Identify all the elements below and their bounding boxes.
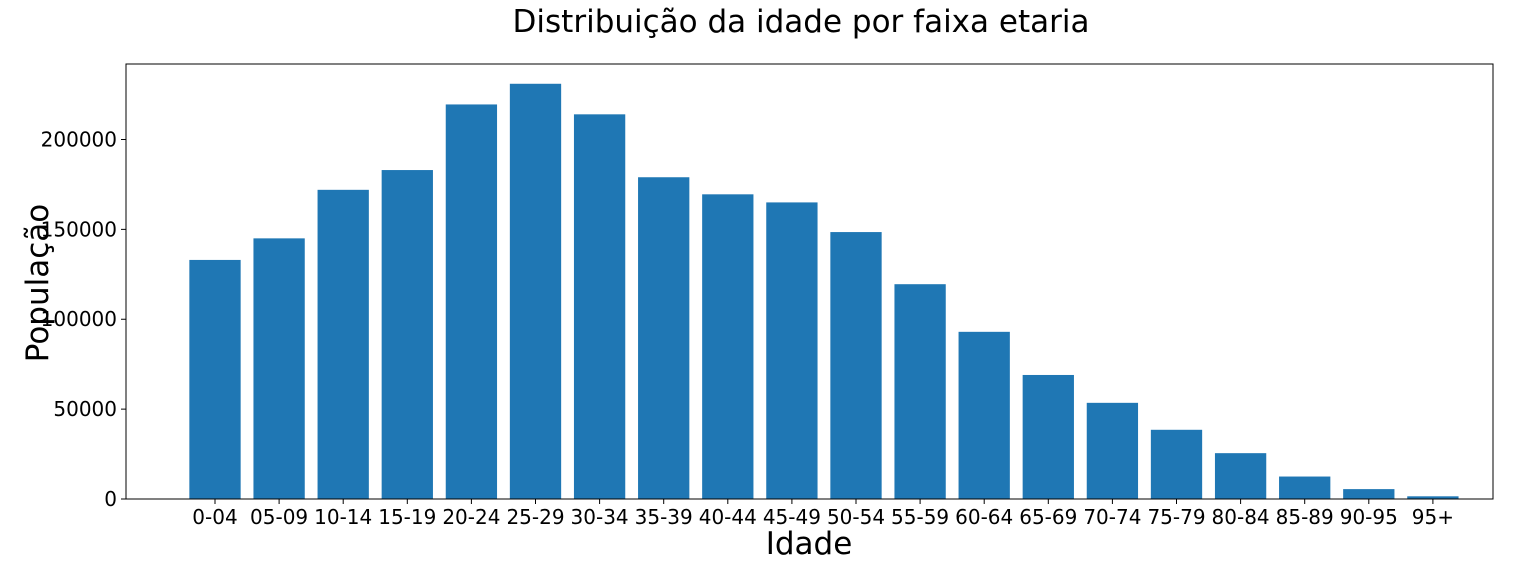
y-tick-label: 100000 — [41, 307, 117, 331]
x-tick-label: 70-74 — [1083, 505, 1141, 529]
bar-50-54 — [830, 232, 882, 499]
x-ticks-group: 0-04 05-09 10-14 15-19 20-24 25-29 30-34 35-39 4… — [192, 499, 1454, 529]
bar-60-64 — [958, 331, 1010, 499]
x-tick-label: 85-89 — [1276, 505, 1334, 529]
bar-80-84 — [1214, 453, 1267, 499]
bar-75-79 — [1150, 429, 1203, 499]
y-tick-label: 0 — [104, 487, 117, 511]
bar-70-74 — [1086, 402, 1139, 499]
x-tick-label: 65-69 — [1019, 505, 1077, 529]
y-tick-label: 50000 — [53, 397, 117, 421]
bar-10-14 — [317, 189, 369, 499]
x-tick-label: 90-95 — [1340, 505, 1398, 529]
bar-65-69 — [1022, 374, 1074, 499]
bar-40-44 — [702, 194, 754, 499]
x-tick-label: 10-14 — [314, 505, 372, 529]
x-tick-label: 20-24 — [442, 505, 500, 529]
x-tick-label: 40-44 — [699, 505, 757, 529]
bar-45-49 — [766, 202, 818, 499]
y-axis-label: População — [20, 204, 56, 363]
x-tick-label: 05-09 — [250, 505, 308, 529]
bar-90-95 — [1343, 489, 1395, 499]
bar-95+ — [1407, 496, 1459, 499]
x-tick-label: 45-49 — [763, 505, 821, 529]
bar-35-39 — [638, 177, 690, 499]
x-tick-label: 55-59 — [891, 505, 949, 529]
plot-frame — [125, 63, 1494, 500]
chart-title: Distribuição da idade por faixa etaria — [513, 4, 1090, 40]
bar-85-89 — [1279, 476, 1331, 499]
x-tick-label: 75-79 — [1147, 505, 1205, 529]
bar-30-34 — [573, 114, 626, 500]
x-tick-label: 80-84 — [1212, 505, 1270, 529]
bar-25-29 — [509, 83, 562, 499]
x-tick-label: 95+ — [1412, 505, 1454, 529]
x-tick-label: 0-04 — [192, 505, 237, 529]
bar-15-19 — [381, 170, 433, 500]
bar-05-09 — [253, 238, 305, 499]
x-tick-label: 60-64 — [955, 505, 1013, 529]
bar-55-59 — [894, 284, 946, 499]
x-tick-label: 35-39 — [635, 505, 693, 529]
x-tick-label: 50-54 — [827, 505, 885, 529]
x-tick-label: 15-19 — [378, 505, 436, 529]
bars-group — [189, 83, 1459, 500]
x-axis-label: Idade — [766, 526, 853, 562]
y-tick-label: 150000 — [41, 217, 117, 241]
y-ticks-group: 0 50000 100000 150000 200000 — [41, 127, 126, 511]
y-tick-label: 200000 — [41, 127, 117, 151]
bar-0-04 — [189, 259, 241, 499]
x-tick-label: 25-29 — [506, 505, 564, 529]
x-tick-label: 30-34 — [571, 505, 629, 529]
bar-20-24 — [445, 104, 498, 499]
